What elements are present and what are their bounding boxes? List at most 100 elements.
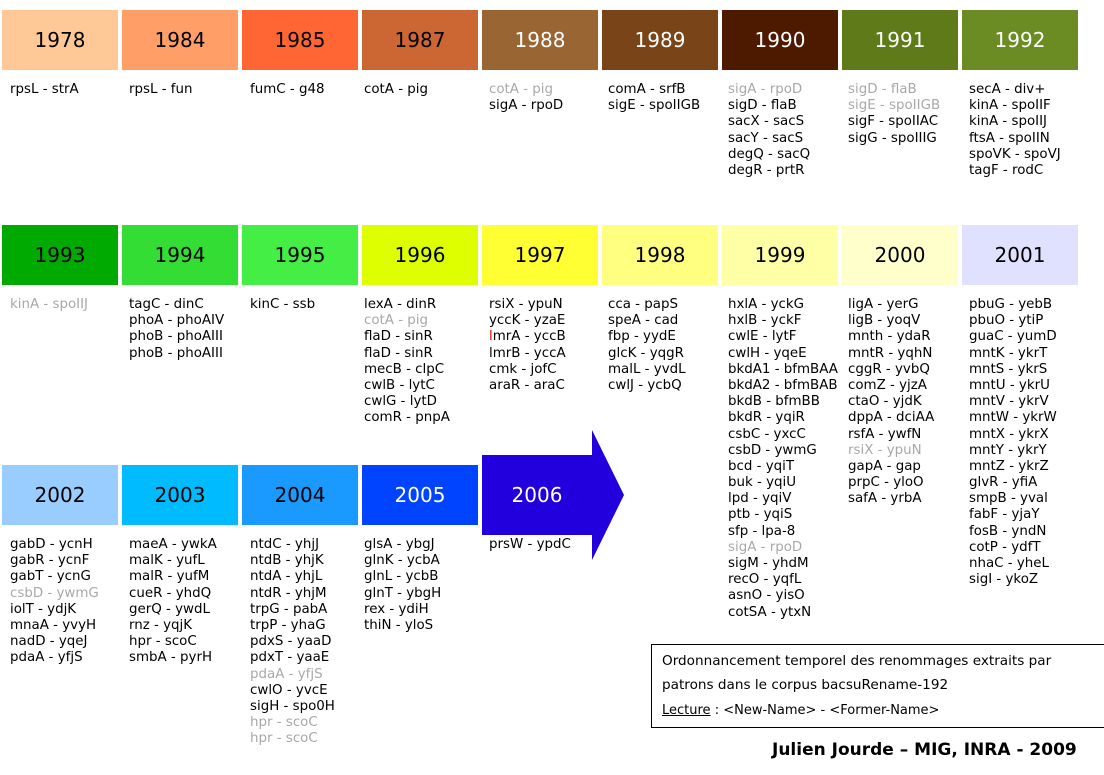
rename-pair: mntZ - ykrZ	[969, 458, 1049, 474]
rename-pair: cwlH - yqeE	[728, 345, 807, 361]
rename-pair: cotA - pig	[364, 82, 429, 97]
year-box-1994: 1994	[122, 225, 238, 285]
rename-pair: cwlE - lytF	[728, 329, 797, 345]
rename-pair: fumC - g48	[250, 82, 325, 97]
rename-pair: ntdB - yhjK	[250, 553, 324, 569]
year-box-1999: 1999	[722, 225, 838, 285]
rename-pair: rpsL - strA	[10, 82, 79, 97]
rename-pair: nadD - yqeJ	[10, 634, 88, 650]
rename-pair: tagF - rodC	[969, 162, 1044, 178]
rename-pair: smpB - yval	[969, 491, 1048, 507]
rename-pair: sigE - spoIIGB	[848, 98, 941, 114]
rename-pair: lmrB - yccA	[489, 345, 566, 361]
rename-list-1999: hxlA - yckG hxlB - yckF cwlE - lytF cwlH - …	[728, 297, 838, 621]
year-label: 2004	[274, 483, 326, 507]
rename-pair: sigM - yhdM	[728, 556, 809, 571]
rename-pair: cca - papS	[608, 297, 678, 312]
rename-pair: malK - yufL	[129, 553, 205, 569]
rename-pair: comR - pnpA	[364, 410, 450, 426]
year-label: 1992	[994, 28, 1046, 52]
rename-pair: ntdA - yhjL	[250, 569, 323, 585]
year-box-1985: 1985	[242, 10, 358, 70]
rename-list-2006: prsW - ypdC	[489, 537, 571, 553]
rename-pair: gabR - ycnF	[10, 553, 90, 569]
rename-pair: hxlB - yckF	[728, 313, 802, 329]
rename-pair: asnO - yisO	[728, 588, 805, 604]
rename-pair: hpr - scoC	[250, 731, 318, 747]
rename-pair: pdxS - yaaD	[250, 634, 332, 650]
rename-pair: rpsL - fun	[129, 82, 193, 97]
year-label: 1999	[754, 243, 806, 267]
rename-pair: phoA - phoAIV	[129, 313, 225, 329]
rename-pair: rex - ydiH	[364, 601, 429, 617]
rename-pair: flaD - sinR	[364, 345, 433, 361]
year-box-1990: 1990	[722, 10, 838, 70]
rename-pair: mntR - yqhN	[848, 345, 933, 361]
year-label: 1984	[154, 28, 206, 52]
rename-pair: sigD - flaB	[728, 98, 797, 114]
rename-pair: sigE - spoIIGB	[608, 98, 701, 114]
rename-pair: malR - yufM	[129, 569, 210, 585]
rename-pair: cotA - pig	[364, 313, 429, 329]
rename-pair: fbp - yydE	[608, 329, 676, 345]
author-credit: Julien Jourde – MIG, INRA - 2009	[772, 740, 1077, 760]
rename-pair: ptb - yqiS	[728, 507, 793, 523]
year-label: 1990	[754, 28, 806, 52]
rename-pair: trpP - yhaG	[250, 617, 326, 633]
rename-pair: hpr - scoC	[250, 715, 318, 731]
rename-pair: buk - yqiU	[728, 475, 797, 491]
rename-pair: spoVK - spoVJ	[969, 146, 1061, 162]
rename-pair: sigA - rpoD	[728, 539, 803, 555]
rename-list-1993: kinA - spoIIJ	[10, 297, 88, 313]
rename-pair: glvR - yfiA	[969, 475, 1038, 491]
rename-pair: gerQ - ywdL	[129, 601, 210, 617]
rename-pair: smbA - pyrH	[129, 650, 213, 666]
rename-pair: prpC - yloO	[848, 475, 924, 491]
legend-word: Lecture	[662, 703, 711, 718]
year-box-1993: 1993	[2, 225, 118, 285]
rename-pair: kinC - ssb	[250, 297, 316, 312]
rename-pair: mntV - ykrV	[969, 394, 1049, 410]
rename-list-2001: pbuG - yebB pbuO - ytiP guaC - yumD mntK - …	[969, 297, 1057, 588]
year-box-2003: 2003	[122, 465, 238, 525]
rename-pair: cotP - ydfT	[969, 539, 1041, 555]
rename-pair: mntW - ykrW	[969, 410, 1057, 426]
year-label: 1978	[34, 28, 86, 52]
rename-pair: rsfA - ywfN	[848, 426, 922, 442]
rename-pair: sigD - flaB	[848, 82, 917, 97]
rename-list-1985: fumC - g48	[250, 82, 324, 98]
rename-list-2003: maeA - ywkA malK - yufL malR - yufM cueR - …	[129, 537, 217, 667]
year-label: 1993	[34, 243, 86, 267]
rename-pair: trpG - pabA	[250, 601, 328, 617]
rename-pair: bkdA1 - bfmBAA	[728, 361, 838, 377]
rename-pair: csbC - yxcC	[728, 426, 806, 442]
rename-pair: dppA - dciAA	[848, 410, 935, 426]
rename-pair: hxlA - yckG	[728, 297, 805, 312]
rename-pair: mntX - ykrX	[969, 426, 1049, 442]
rename-list-1998: cca - papS speA - cad fbp - yydE glcK - yqg…	[608, 297, 686, 394]
year-box-1988: 1988	[482, 10, 598, 70]
rename-pair: pdxT - yaaE	[250, 650, 330, 666]
rename-list-1978: rpsL - strA	[10, 82, 79, 98]
year-label: 2001	[994, 243, 1046, 267]
year-label: 1998	[634, 243, 686, 267]
year-box-1989: 1989	[602, 10, 718, 70]
rename-pair: pdaA - yfjS	[10, 650, 83, 666]
rename-pair: cotA - pig	[489, 82, 554, 97]
year-box-1991: 1991	[842, 10, 958, 70]
rename-pair: ligB - yoqV	[848, 313, 921, 329]
rename-pair: glsA - ybgJ	[364, 537, 435, 552]
rename-pair: ntdC - yhjJ	[250, 537, 320, 552]
year-label: 1997	[514, 243, 566, 267]
rename-pair: rsiX - ypuN	[489, 297, 563, 312]
rename-pair: ntdR - yhjM	[250, 585, 327, 601]
rename-pair: gabT - ycnG	[10, 569, 91, 585]
year-label: 1994	[154, 243, 206, 267]
year-label: 1985	[274, 28, 326, 52]
rename-pair: mecB - clpC	[364, 361, 445, 377]
year-label: 2005	[394, 483, 446, 507]
year-box-2002: 2002	[2, 465, 118, 525]
caption-line-1: Ordonnancement temporel des renommages e…	[662, 653, 1052, 669]
rename-pair: rsiX - ypuN	[848, 442, 922, 458]
year-label: 1991	[874, 28, 926, 52]
